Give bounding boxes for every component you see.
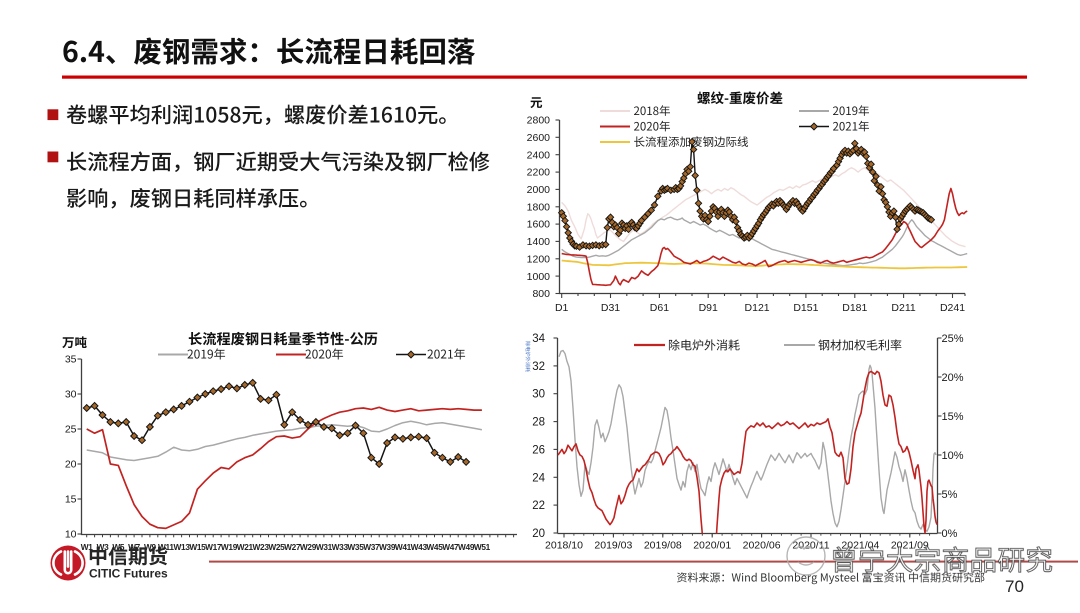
svg-text:W19: W19: [221, 542, 238, 552]
svg-text:2600: 2600: [527, 132, 551, 144]
svg-text:10%: 10%: [942, 450, 964, 462]
svg-text:W31: W31: [316, 542, 333, 552]
svg-text:D31: D31: [601, 302, 620, 314]
svg-text:D61: D61: [650, 302, 669, 314]
svg-text:W41: W41: [395, 542, 412, 552]
svg-text:W51: W51: [474, 542, 491, 552]
svg-text:800: 800: [532, 288, 550, 300]
svg-text:W35: W35: [347, 542, 364, 552]
svg-text:1200: 1200: [527, 253, 551, 265]
svg-text:W17: W17: [205, 542, 222, 552]
svg-text:D91: D91: [699, 302, 718, 314]
svg-text:25: 25: [65, 424, 77, 436]
svg-text:W7: W7: [128, 542, 141, 552]
svg-text:W1: W1: [81, 542, 94, 552]
svg-text:W9: W9: [144, 542, 157, 552]
svg-text:0%: 0%: [942, 528, 958, 540]
svg-text:20: 20: [65, 459, 77, 471]
svg-text:W49: W49: [458, 542, 475, 552]
svg-text:2020/11: 2020/11: [792, 540, 829, 552]
svg-text:1000: 1000: [527, 271, 551, 283]
svg-text:2800: 2800: [527, 115, 551, 127]
svg-text:25%: 25%: [942, 333, 964, 345]
svg-text:D121: D121: [745, 302, 770, 314]
svg-text:D241: D241: [940, 302, 965, 314]
svg-text:2019/03: 2019/03: [594, 540, 632, 552]
svg-text:26: 26: [532, 444, 545, 456]
svg-text:W47: W47: [442, 542, 459, 552]
svg-text:1800: 1800: [527, 201, 551, 213]
svg-text:15%: 15%: [942, 411, 964, 423]
svg-text:30: 30: [65, 389, 77, 401]
svg-text:5%: 5%: [942, 489, 958, 501]
svg-text:15: 15: [65, 494, 77, 506]
svg-text:2400: 2400: [527, 149, 551, 161]
svg-text:2200: 2200: [527, 167, 551, 179]
svg-text:W43: W43: [411, 542, 428, 552]
svg-text:2000: 2000: [527, 184, 551, 196]
svg-text:70: 70: [1005, 577, 1024, 596]
svg-text:30: 30: [532, 389, 545, 401]
svg-text:W5: W5: [112, 542, 125, 552]
svg-text:2021/04: 2021/04: [841, 540, 879, 552]
svg-text:W15: W15: [189, 542, 206, 552]
svg-text:28: 28: [532, 417, 545, 429]
svg-text:W21: W21: [237, 542, 254, 552]
svg-text:34: 34: [532, 333, 545, 345]
svg-text:22: 22: [532, 500, 545, 512]
svg-text:1400: 1400: [527, 236, 551, 248]
svg-text:24: 24: [532, 472, 545, 484]
svg-text:10: 10: [65, 529, 77, 541]
svg-text:35: 35: [65, 354, 77, 366]
svg-text:W37: W37: [363, 542, 380, 552]
svg-text:W33: W33: [332, 542, 349, 552]
svg-text:D1: D1: [555, 302, 569, 314]
svg-text:D181: D181: [842, 302, 867, 314]
svg-text:W13: W13: [174, 542, 191, 552]
svg-text:W27: W27: [284, 542, 301, 552]
svg-text:32: 32: [532, 361, 545, 373]
svg-text:W23: W23: [253, 542, 270, 552]
svg-text:CITIC Futures: CITIC Futures: [89, 567, 168, 581]
svg-text:W25: W25: [268, 542, 285, 552]
svg-text:W3: W3: [97, 542, 110, 552]
svg-text:W11: W11: [158, 542, 174, 552]
svg-text:2020/01: 2020/01: [693, 540, 731, 552]
svg-text:W45: W45: [426, 542, 443, 552]
svg-text:2018/10: 2018/10: [545, 540, 583, 552]
svg-text:2019/08: 2019/08: [644, 540, 682, 552]
svg-text:2020/06: 2020/06: [743, 540, 781, 552]
svg-text:W39: W39: [379, 542, 396, 552]
svg-text:20: 20: [532, 528, 545, 540]
svg-text:1600: 1600: [527, 219, 551, 231]
svg-text:D151: D151: [793, 302, 818, 314]
svg-text:W29: W29: [300, 542, 317, 552]
svg-text:D211: D211: [891, 302, 915, 314]
svg-text:20%: 20%: [942, 372, 964, 384]
